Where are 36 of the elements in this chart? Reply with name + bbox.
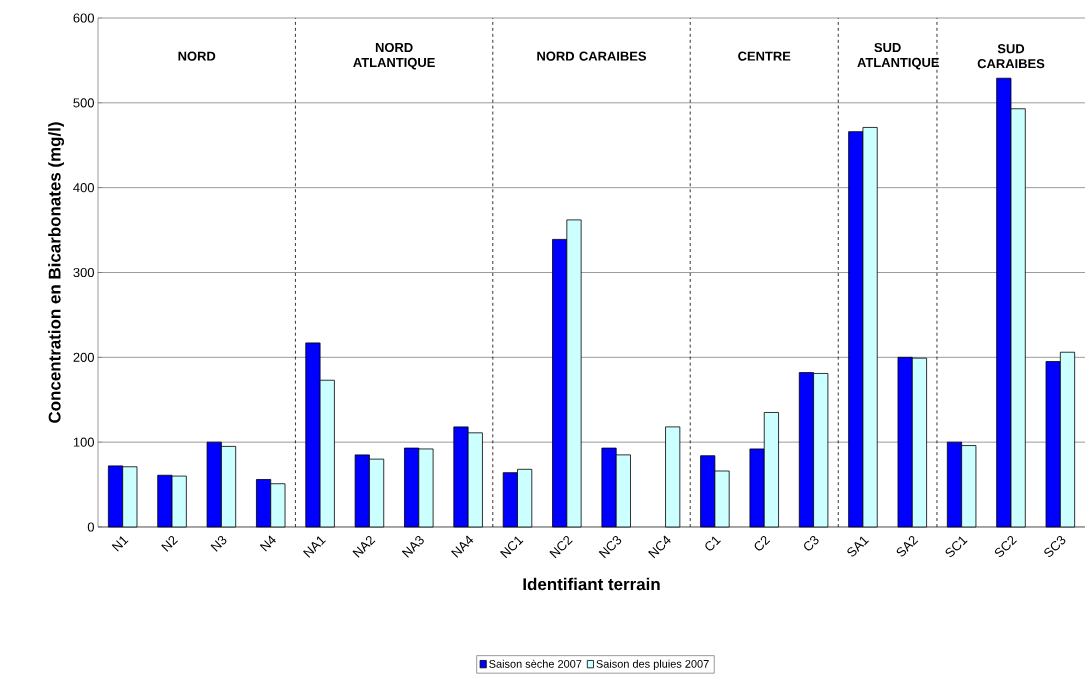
x-tick-label: C2: [754, 535, 771, 551]
x-tick-label: NA2: [352, 535, 376, 558]
annotation: SUD CARAIBES: [977, 44, 1045, 69]
y-tick-label: 600: [73, 13, 94, 23]
annotation: SUD ATLANTIQUE: [857, 42, 940, 70]
annotation: CENTRE: [738, 51, 791, 61]
legend-label: Saison sèche 2007: [489, 659, 582, 668]
y-tick-label: 200: [73, 352, 94, 362]
annotation: NORD: [178, 51, 216, 61]
y-tick-label: 0: [87, 522, 94, 532]
y-tick-label: 500: [73, 98, 94, 108]
x-tick-label: NC1: [500, 536, 524, 559]
x-tick-label: N2: [161, 535, 178, 552]
x-tick-label: NC3: [598, 535, 622, 559]
x-axis-title: Identifiant terrain: [523, 577, 660, 591]
x-tick-label: SC1: [945, 536, 968, 558]
x-tick-label: N1: [111, 536, 129, 552]
x-tick-label: N3: [210, 535, 227, 552]
x-tick-label: N4: [259, 535, 276, 552]
y-tick-label: 100: [73, 437, 94, 447]
x-tick-label: C1: [705, 536, 721, 551]
x-tick-label: SC3: [1044, 535, 1066, 558]
legend-label: Saison des pluies 2007: [596, 659, 709, 670]
x-tick-label: NC2: [549, 535, 573, 559]
annotation: NORD ATLANTIQUE: [353, 42, 435, 70]
x-tick-label: NA1: [303, 536, 326, 558]
x-tick-label: SA1: [847, 536, 869, 557]
x-tick-label: C3: [804, 535, 819, 551]
y-tick-label: 300: [73, 267, 94, 278]
x-tick-label: NA4: [451, 535, 474, 558]
x-tick-label: SA2: [896, 535, 919, 557]
x-tick-label: NA3: [401, 535, 424, 558]
y-axis-title: Concentration en Bicarbonates (mg/l): [48, 122, 65, 423]
y-tick-label: 400: [73, 183, 94, 193]
annotation: NORD CARAIBES: [537, 51, 647, 61]
x-tick-label: SC2: [994, 535, 1017, 558]
